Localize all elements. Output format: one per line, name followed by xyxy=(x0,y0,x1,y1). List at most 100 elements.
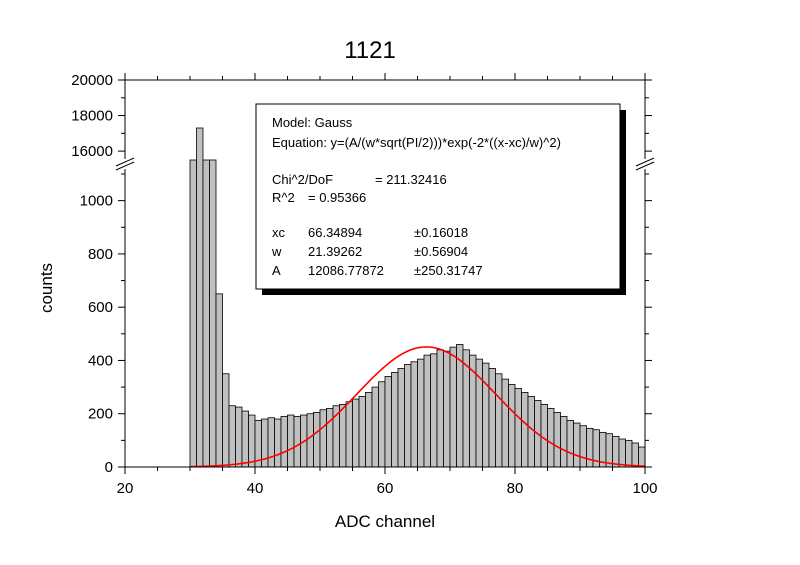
y-tick-label: 600 xyxy=(88,299,113,316)
y-tick-label: 1000 xyxy=(80,193,113,210)
param-w-error: ±0.56904 xyxy=(414,244,468,259)
histogram-bar xyxy=(430,353,438,468)
histogram-bar xyxy=(456,344,464,468)
histogram-bar xyxy=(443,350,451,468)
histogram-bar xyxy=(326,407,334,468)
histogram-bar xyxy=(339,403,347,468)
axis-break-slash xyxy=(115,161,135,171)
histogram-bar xyxy=(287,414,295,468)
histogram-bar xyxy=(345,401,353,468)
histogram-bar xyxy=(280,415,288,468)
histogram-bar xyxy=(514,388,522,468)
y-axis-label: counts xyxy=(37,263,56,313)
x-tick-label: 100 xyxy=(632,480,657,497)
histogram-bar xyxy=(501,378,509,468)
fit-statistics-box: Model: Gauss Equation: y=(A/(w*sqrt(PI/2… xyxy=(255,103,626,295)
stats-equation: Equation: y=(A/(w*sqrt(PI/2)))*exp(-2*((… xyxy=(272,135,561,150)
histogram-bar xyxy=(384,376,392,468)
histogram-bar xyxy=(631,442,639,468)
histogram-bar xyxy=(313,411,321,468)
gaussian-fit-curve xyxy=(189,346,646,468)
histogram-bar xyxy=(391,372,399,468)
histogram-bar xyxy=(267,417,275,468)
param-a-name: A xyxy=(272,263,281,278)
stats-r2-value: = 0.95366 xyxy=(308,190,366,205)
x-tick-label: 40 xyxy=(247,480,264,497)
histogram-bar xyxy=(306,413,314,468)
histogram-bar xyxy=(521,392,529,468)
histogram-bar xyxy=(202,159,210,468)
histogram-bar xyxy=(495,373,503,468)
param-w-value: 21.39262 xyxy=(308,244,362,259)
histogram-bar xyxy=(319,409,327,468)
histogram-bar xyxy=(540,403,548,468)
axis-break-slash xyxy=(635,161,655,171)
axis-break-marks xyxy=(115,157,655,171)
histogram-bar xyxy=(228,405,236,468)
histogram-bar xyxy=(358,396,366,468)
stats-box-panel xyxy=(255,103,621,290)
histogram-bar xyxy=(508,384,516,468)
axis-break-gap xyxy=(115,159,135,169)
histogram-bars xyxy=(189,127,646,468)
x-tick-label: 80 xyxy=(507,480,524,497)
histogram-bar xyxy=(397,368,405,468)
y-axis-ticks: 0 200 400 600 800 1000 16000 18000 20000 xyxy=(71,72,652,476)
y-tick-label: 20000 xyxy=(71,72,113,89)
histogram-bar xyxy=(371,386,379,468)
histogram-bar xyxy=(573,422,581,468)
param-a-value: 12086.77872 xyxy=(308,263,384,278)
y-tick-label: 800 xyxy=(88,246,113,263)
histogram-bar xyxy=(488,368,496,468)
stats-chi-value: = 211.32416 xyxy=(375,172,447,187)
stats-model: Model: Gauss xyxy=(272,115,353,130)
y-tick-label: 200 xyxy=(88,406,113,423)
histogram-bar xyxy=(449,346,457,468)
param-w-name: w xyxy=(271,244,282,259)
histogram-bar xyxy=(215,293,223,468)
histogram-bar xyxy=(248,414,256,468)
histogram-bar xyxy=(482,362,490,468)
param-xc-name: xc xyxy=(272,225,286,240)
histogram-bar xyxy=(566,419,574,468)
histogram-bar xyxy=(436,349,444,468)
histogram-bar xyxy=(560,415,568,468)
y-tick-label: 400 xyxy=(88,352,113,369)
histogram-bar xyxy=(638,446,646,468)
x-tick-label: 20 xyxy=(117,480,134,497)
histogram-bar xyxy=(274,418,282,468)
histogram-bar xyxy=(625,439,633,468)
x-axis-label: ADC channel xyxy=(335,512,435,531)
histogram-bar xyxy=(527,396,535,468)
histogram-bar xyxy=(423,354,431,468)
histogram-bar xyxy=(547,407,555,468)
axis-break-slash xyxy=(635,157,655,167)
histogram-bar xyxy=(553,411,561,468)
histogram-bar xyxy=(293,415,301,468)
fit-curve-group xyxy=(189,346,646,468)
histogram-bar xyxy=(579,425,587,468)
axis-break-slash xyxy=(115,157,135,167)
x-axis-ticks: 20 40 60 80 100 xyxy=(117,73,658,497)
histogram-bar xyxy=(241,410,249,468)
histogram-bar xyxy=(612,435,620,468)
histogram-bar xyxy=(365,392,373,468)
histogram-bar xyxy=(196,127,204,468)
y-tick-label: 18000 xyxy=(71,108,113,125)
histogram-bar xyxy=(404,364,412,468)
histogram-bar xyxy=(222,373,230,468)
histogram-bar xyxy=(586,427,594,468)
histogram-bar xyxy=(618,438,626,468)
stats-chi-label: Chi^2/DoF xyxy=(272,172,333,187)
histogram-bar xyxy=(209,159,217,468)
histogram-bar xyxy=(378,381,386,468)
y-tick-label: 16000 xyxy=(71,143,113,160)
chart-title: 1121 xyxy=(344,37,396,64)
x-tick-label: 60 xyxy=(377,480,394,497)
param-xc-value: 66.34894 xyxy=(308,225,362,240)
histogram-bar xyxy=(410,361,418,468)
param-a-error: ±250.31747 xyxy=(414,263,483,278)
histogram-bar xyxy=(235,406,243,468)
stats-r2-label: R^2 xyxy=(272,190,295,205)
